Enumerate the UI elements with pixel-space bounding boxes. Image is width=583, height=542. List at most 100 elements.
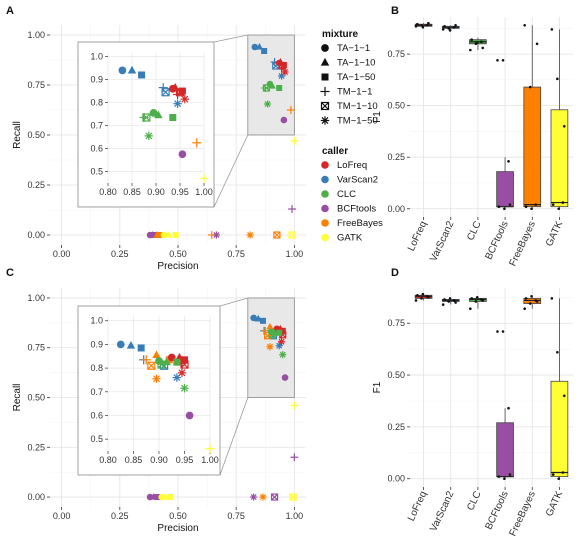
x-tick-label-CLC: CLC xyxy=(465,490,483,513)
legend-key-triangle xyxy=(320,57,330,66)
y-tick-label: 1.00 xyxy=(27,30,45,40)
jitter-point xyxy=(523,307,526,311)
point-FreeBayes-TM-1-1 xyxy=(286,106,295,114)
jitter-point xyxy=(496,58,499,62)
jitter-point xyxy=(452,299,456,302)
x-tick-label: 0.00 xyxy=(53,511,71,521)
y-tick-label: 0.00 xyxy=(387,204,405,214)
jitter-point xyxy=(416,293,419,297)
y-tick-label: 0.50 xyxy=(27,393,45,403)
inset-y-tick-label: 0.5 xyxy=(90,434,103,444)
jitter-point xyxy=(475,41,479,45)
jitter-point xyxy=(528,302,532,305)
point-CLC-TM-1-10 xyxy=(268,331,276,339)
inset-point-GATK-TM-1-1 xyxy=(205,444,215,454)
x-axis-title: Precision xyxy=(157,261,198,272)
jitter-point xyxy=(501,58,505,62)
jitter-point xyxy=(470,297,474,300)
x-tick-label-FreeBayes: FreeBayes xyxy=(508,220,538,268)
zoom-connector-top xyxy=(219,297,248,307)
point-VarScan2-TA-1-10 xyxy=(255,43,264,50)
point-LoFreq-TA-1-50 xyxy=(279,327,286,334)
y-tick-label: 0.25 xyxy=(27,442,45,452)
jitter-point xyxy=(557,207,561,211)
inset-y-tick-label: 0.9 xyxy=(90,339,103,349)
legend-mixture-label-2: TA−1−50 xyxy=(337,72,375,83)
inset-point-VarScan2-TA-1-1 xyxy=(116,340,125,349)
legend-caller-label-LoFreq: LoFreq xyxy=(337,160,367,171)
jitter-point xyxy=(561,471,565,474)
inset-y-tick-label: 0.6 xyxy=(90,410,103,420)
box-BCFtools xyxy=(496,330,514,481)
legend-caller-label-GATK: GATK xyxy=(337,233,363,244)
x-tick-label-BCFtools: BCFtools xyxy=(483,490,510,532)
jitter-point xyxy=(503,207,506,211)
point-GATK-TA-1-50 xyxy=(172,232,179,238)
inset-point-VarScan2-TA-1-50 xyxy=(137,344,145,352)
x-tick-label-VarScan2: VarScan2 xyxy=(428,489,456,533)
zoom-region xyxy=(247,297,295,398)
x-tick-label: 0.50 xyxy=(169,249,187,259)
point-CLC-TM-1-50 xyxy=(264,100,272,108)
jitter-point xyxy=(452,26,456,29)
data-points xyxy=(146,314,299,501)
y-tick-label: 0.75 xyxy=(387,318,405,328)
point-FreeBayes-TA-1-50 xyxy=(156,232,163,238)
jitter-point xyxy=(447,300,450,303)
jitter-point xyxy=(556,77,559,81)
y-axis-title: F1 xyxy=(372,111,383,123)
x-tick-label-GATK: GATK xyxy=(544,219,565,248)
x-tick-label-VarScan2: VarScan2 xyxy=(428,219,456,263)
point-GATK-TA-1-50 xyxy=(166,494,173,501)
x-tick-label-GATK: GATK xyxy=(544,489,565,518)
box-LoFreq xyxy=(414,292,433,302)
inset-A: 0.80 0.85 0.90 0.95 1.00 0.5 0.6 0.7 0.8 0.9 1.0 xyxy=(77,41,215,208)
y-tick-label: 0.25 xyxy=(387,422,405,432)
point-BCFtools-TM-1-1 xyxy=(288,205,296,213)
inset-point-GATK-TM-1-1 xyxy=(199,173,209,183)
legend-key-LoFreq xyxy=(321,161,329,169)
jitter-point xyxy=(481,46,485,50)
panel-label-A: A xyxy=(6,5,14,17)
inset-point-BCFtools-TA-1-1 xyxy=(185,411,194,420)
legend-mixture-label-1: TA−1−10 xyxy=(337,58,375,69)
y-tick-label: 0.75 xyxy=(27,80,45,90)
point-BCFtools-TM-1-50 xyxy=(212,231,220,239)
x-tick-label-CLC: CLC xyxy=(465,220,483,243)
legend-mixture-label-3: TM−1−1 xyxy=(337,87,372,98)
plot-background xyxy=(410,17,573,217)
box-body xyxy=(523,86,542,208)
panel-label-C: C xyxy=(6,267,14,279)
inset-point-LoFreq-TM-1-50 xyxy=(180,94,189,104)
jitter-point xyxy=(557,477,561,481)
legend-key-CLC xyxy=(321,190,329,198)
legend-caller-title: caller xyxy=(322,146,348,157)
legend-caller-label-BCFtools: BCFtools xyxy=(337,204,376,215)
jitter-point xyxy=(469,307,472,311)
box-BCFtools xyxy=(496,58,514,211)
point-CLC-TA-1-10 xyxy=(268,82,276,89)
jitter-point xyxy=(550,297,554,300)
inset-point-VarScan2-TM-1-50 xyxy=(173,99,182,108)
inset-y-tick-label: 1.0 xyxy=(90,316,103,326)
legend-mixture-label-4: TM−1−10 xyxy=(337,101,378,112)
point-GATK-TM-1-1 xyxy=(290,401,299,410)
inset-x-tick-label: 0.80 xyxy=(99,455,117,465)
point-FreeBayes-TM-1-10 xyxy=(273,231,281,239)
jitter-point xyxy=(414,299,418,302)
legend-mixture-label-0: TA−1−1 xyxy=(337,43,370,54)
jitter-point xyxy=(497,205,501,208)
data-points xyxy=(146,43,299,239)
x-tick-label-FreeBayes: FreeBayes xyxy=(508,490,538,538)
inset-point-CLC-TA-1-50 xyxy=(169,114,177,121)
jitter-point xyxy=(441,28,445,31)
legend-key-BCFtools xyxy=(321,204,329,213)
x-tick-label: 0.25 xyxy=(111,511,129,521)
inset-y-tick-label: 1.0 xyxy=(90,52,103,62)
inset-point-FreeBayes-TM-1-10 xyxy=(147,361,156,370)
jitter-point xyxy=(469,48,472,52)
point-GATK-TA-1-10 xyxy=(165,231,173,238)
jitter-point xyxy=(507,406,510,410)
